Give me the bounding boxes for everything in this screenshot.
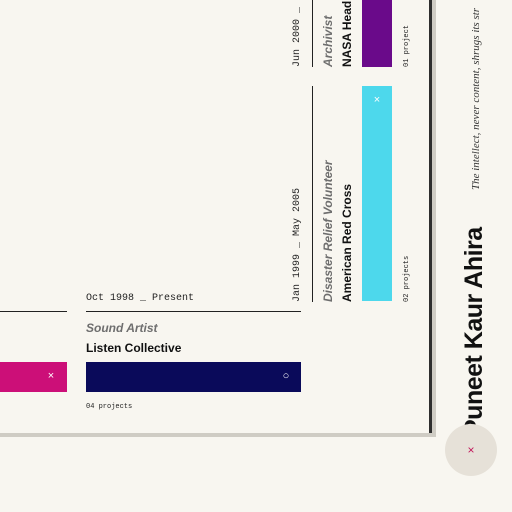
entry-project-count: 02 projects	[403, 255, 411, 302]
entry-date: Jun 2000 _	[292, 6, 303, 67]
entry-divider	[312, 0, 313, 67]
entry-role: Sound Artist	[86, 321, 158, 335]
entry-date: Jan 1999 _ May 2005	[292, 187, 303, 302]
close-button[interactable]: ×	[445, 424, 497, 476]
profile-name: Puneet Kaur Ahira	[460, 227, 488, 436]
close-icon[interactable]: ×	[467, 443, 475, 457]
entry-bar[interactable]: ×	[0, 362, 67, 392]
entry-divider	[86, 311, 301, 312]
frame-shadow	[432, 0, 436, 437]
frame-shadow	[0, 433, 436, 437]
entry-project-count: 04 projects	[86, 403, 133, 411]
entry-bar[interactable]	[362, 0, 392, 67]
entry-date: Oct 1998 _ Present	[86, 293, 195, 304]
entry-organization: Listen Collective	[86, 341, 182, 355]
close-icon[interactable]: ×	[373, 94, 381, 106]
entry-bar[interactable]: ×	[362, 86, 392, 301]
entry-organization: American Red Cross	[340, 183, 354, 302]
profile-tagline: The intellect, never content, shrugs its…	[470, 7, 482, 190]
close-icon[interactable]: ×	[47, 370, 55, 382]
entry-divider	[0, 311, 67, 312]
entry-role: Archivist	[321, 15, 335, 67]
entry-role: Disaster Relief Volunteer	[321, 160, 335, 302]
entry-divider	[312, 86, 313, 302]
entry-bar[interactable]: ○	[86, 362, 301, 392]
circle-icon[interactable]: ○	[282, 370, 290, 382]
entry-project-count: 01 project	[403, 24, 411, 67]
entry-organization: NASA Head	[340, 0, 354, 67]
